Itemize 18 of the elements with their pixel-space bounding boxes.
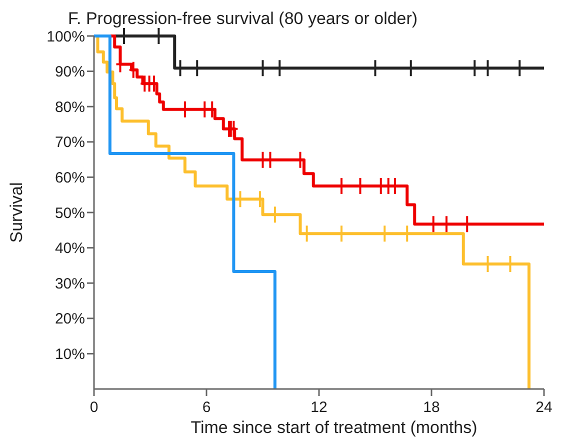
y-tick-label: 50% bbox=[54, 204, 85, 222]
y-tick-label: 60% bbox=[54, 169, 85, 186]
x-tick-label: 18 bbox=[423, 399, 440, 416]
y-axis-title: Survival bbox=[7, 182, 26, 243]
y-tick-label: 30% bbox=[54, 275, 85, 292]
y-tick-label: 100% bbox=[46, 28, 85, 46]
chart-title: F. Progression-free survival (80 years or older) bbox=[68, 9, 418, 28]
x-tick-label: 24 bbox=[536, 399, 552, 416]
x-tick-label: 12 bbox=[310, 399, 328, 416]
y-tick-label: 10% bbox=[54, 346, 85, 363]
x-tick-label: 6 bbox=[202, 399, 211, 416]
y-tick-label: 90% bbox=[54, 64, 85, 81]
y-tick-label: 80% bbox=[54, 98, 85, 116]
y-tick-label: 20% bbox=[54, 310, 85, 328]
x-tick-label: 0 bbox=[90, 399, 98, 416]
y-tick-label: 70% bbox=[54, 134, 85, 152]
x-axis-title: Time since start of treatment (months) bbox=[190, 418, 478, 437]
y-tick-label: 40% bbox=[54, 240, 85, 258]
